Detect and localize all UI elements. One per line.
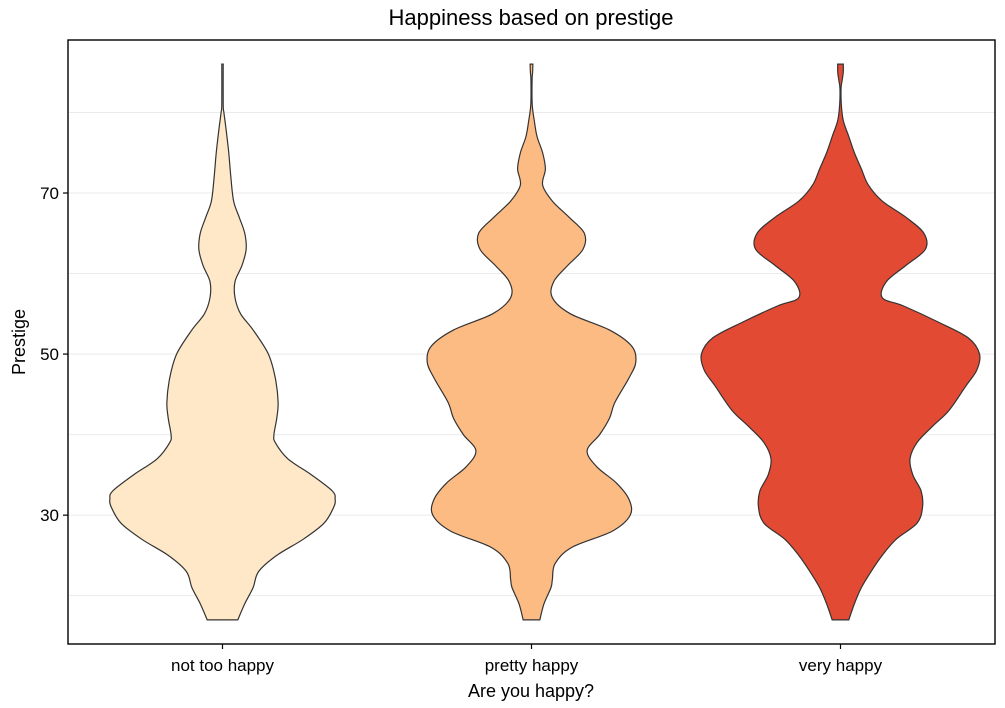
x-tick-label: pretty happy bbox=[485, 656, 579, 675]
y-tick-label: 70 bbox=[40, 184, 59, 203]
y-tick-label: 30 bbox=[40, 506, 59, 525]
violin-very-happy bbox=[700, 63, 981, 621]
violin-not-too-happy bbox=[109, 63, 336, 621]
chart-title: Happiness based on prestige bbox=[389, 5, 674, 30]
x-axis-title: Are you happy? bbox=[468, 681, 594, 701]
violin-pretty-happy bbox=[426, 63, 637, 621]
x-tick-label: not too happy bbox=[171, 656, 275, 675]
y-tick-label: 50 bbox=[40, 345, 59, 364]
x-axis: not too happy pretty happy very happy bbox=[171, 644, 883, 675]
y-axis: 30 50 70 bbox=[40, 184, 68, 525]
y-axis-title: Prestige bbox=[9, 309, 29, 375]
x-tick-label: very happy bbox=[799, 656, 883, 675]
violins bbox=[109, 63, 981, 621]
